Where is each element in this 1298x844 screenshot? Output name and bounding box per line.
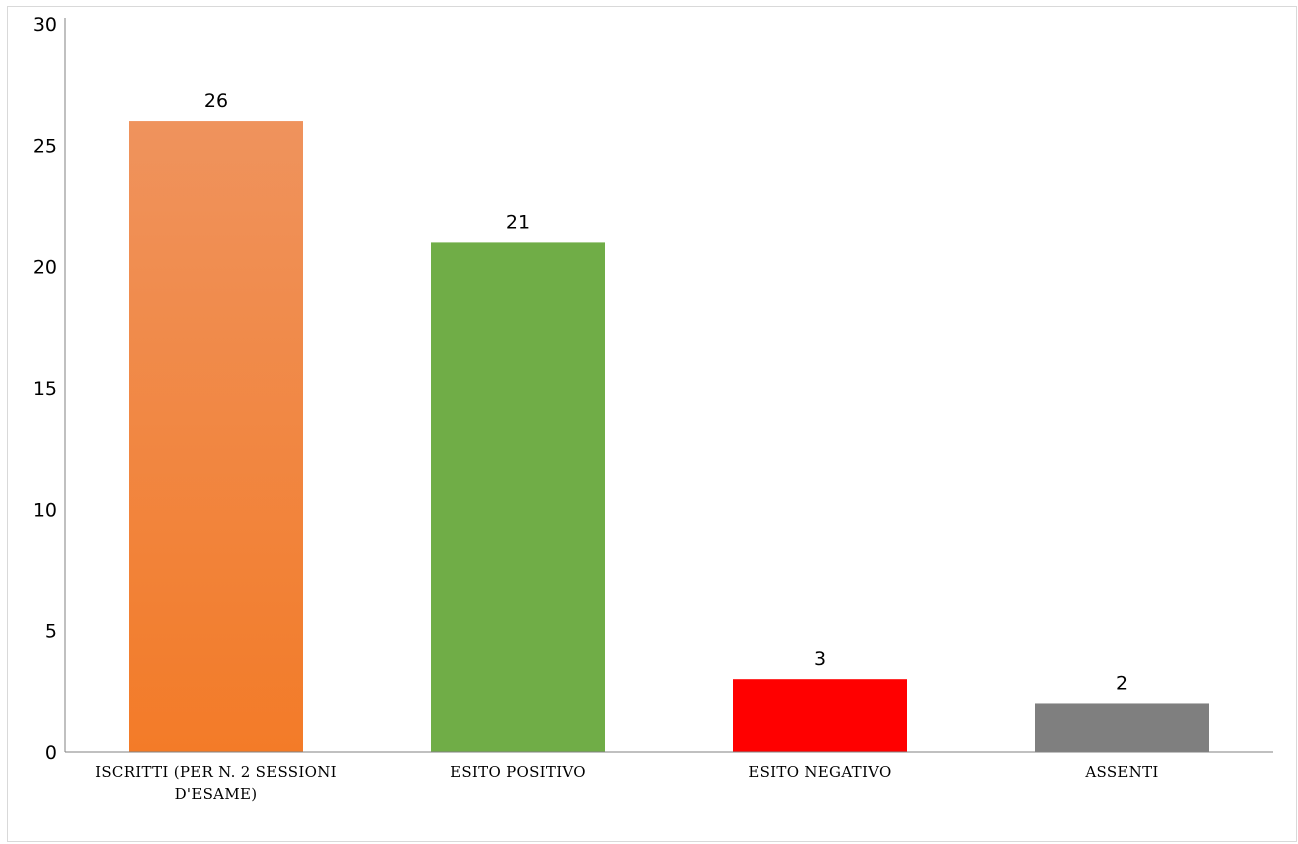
category-label: ESITO NEGATIVO	[748, 763, 891, 781]
data-labels: 26 21 3 2	[204, 90, 1128, 694]
bar-value-label: 26	[204, 90, 228, 112]
bar-value-label: 2	[1116, 672, 1128, 694]
bar	[431, 242, 605, 752]
category-label: ASSENTI	[1084, 763, 1158, 781]
category-labels: ISCRITTI (PER N. 2 SESSIONI D'ESAME) ESITO…	[95, 763, 1158, 803]
bar	[733, 679, 907, 752]
y-tick-label: 15	[33, 378, 57, 400]
bar	[129, 121, 303, 753]
y-tick-label: 5	[45, 621, 57, 643]
y-tick-label: 25	[33, 135, 57, 157]
y-tick-label: 20	[33, 257, 57, 279]
y-tick-label: 0	[45, 742, 57, 764]
category-label: ISCRITTI (PER N. 2 SESSIONI D'ESAME)	[95, 763, 337, 803]
y-tick-label: 10	[33, 499, 57, 521]
bar-value-label: 3	[814, 648, 826, 670]
bar-value-label: 21	[506, 211, 530, 233]
y-tick-label: 30	[33, 14, 57, 36]
bars	[129, 121, 1209, 753]
y-axis-ticks: 0 5 10 15 20 25 30	[33, 14, 57, 764]
bar	[1035, 703, 1209, 752]
category-label: ESITO POSITIVO	[450, 763, 586, 781]
